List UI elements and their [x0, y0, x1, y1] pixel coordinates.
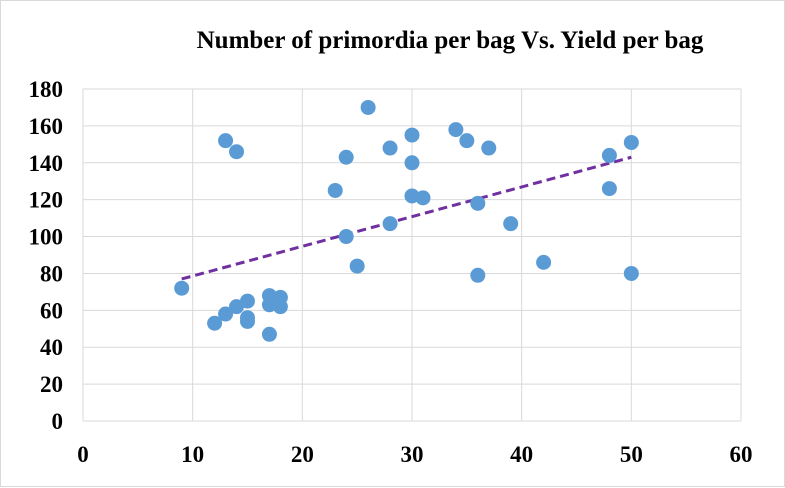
data-point: [481, 140, 497, 156]
data-point: [470, 195, 486, 211]
data-point: [240, 293, 255, 309]
data-point: [240, 313, 255, 329]
data-point: [623, 265, 639, 281]
trendline: [181, 155, 632, 281]
x-axis-tick-labels: 0 10 20 30 40 50 60: [77, 442, 752, 467]
data-point: [327, 182, 343, 198]
data-point: [404, 155, 420, 171]
x-tick-label: 30: [401, 442, 424, 467]
data-point: [601, 147, 617, 163]
y-tick-label: 180: [29, 77, 64, 102]
x-tick-label: 0: [77, 442, 89, 467]
trendline-layer: [181, 155, 632, 281]
y-tick-label: 80: [40, 261, 63, 286]
data-point: [415, 190, 431, 206]
y-axis-tick-labels: 0 20 40 60 80 100 120 140 160 180: [29, 77, 64, 434]
data-point: [338, 229, 354, 245]
data-point: [218, 306, 234, 322]
data-point: [382, 216, 398, 232]
y-tick-label: 20: [40, 372, 63, 397]
data-point: [459, 133, 475, 149]
x-tick-label: 20: [291, 442, 314, 467]
data-point: [261, 326, 277, 342]
data-point: [218, 133, 234, 149]
x-tick-label: 10: [181, 442, 204, 467]
chart-title: Number of primordia per bag Vs. Yield pe…: [197, 27, 704, 54]
data-point: [623, 134, 639, 150]
x-tick-label: 50: [620, 442, 643, 467]
data-point: [503, 216, 519, 232]
x-tick-label: 60: [730, 442, 753, 467]
x-tick-label: 40: [510, 442, 533, 467]
y-tick-label: 160: [29, 114, 64, 139]
data-point: [349, 258, 365, 274]
data-point: [382, 140, 398, 156]
y-tick-label: 60: [40, 298, 63, 323]
y-tick-label: 100: [29, 225, 64, 250]
data-point: [470, 267, 486, 283]
data-point: [601, 181, 617, 197]
data-points: [174, 99, 639, 342]
y-tick-label: 120: [29, 188, 64, 213]
data-point: [536, 254, 552, 270]
data-point: [360, 99, 376, 115]
y-tick-label: 40: [40, 335, 63, 360]
data-point: [229, 144, 245, 160]
data-point: [404, 127, 420, 143]
data-point: [448, 122, 464, 138]
y-tick-label: 140: [29, 151, 64, 176]
y-tick-label: 0: [52, 409, 64, 434]
data-point: [338, 149, 354, 165]
data-point: [272, 299, 288, 315]
data-point: [174, 280, 190, 296]
grid: [82, 88, 742, 422]
data-point: [207, 315, 223, 331]
